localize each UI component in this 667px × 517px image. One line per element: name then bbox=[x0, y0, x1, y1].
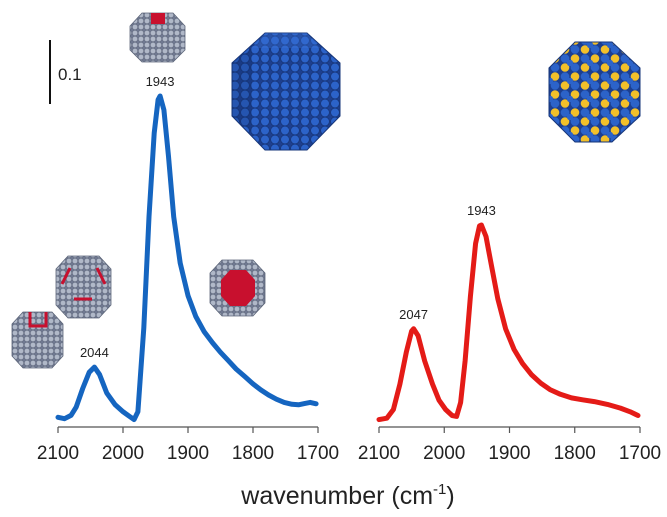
site-model-edges-icon bbox=[55, 255, 112, 319]
cuboctahedron-blue-icon bbox=[231, 32, 341, 151]
x-tick-label: 2000 bbox=[102, 443, 144, 464]
peak-label-1943-blue: 1943 bbox=[146, 74, 175, 89]
x-tick-label: 1800 bbox=[232, 443, 274, 464]
x-tick-label: 1900 bbox=[167, 443, 209, 464]
red-spectrum-line bbox=[376, 222, 641, 423]
x-tick-label: 1700 bbox=[619, 443, 661, 464]
cuboctahedron-alloy-icon bbox=[548, 41, 641, 143]
x-tick-label: 2000 bbox=[423, 443, 465, 464]
left-panel: 2100 2000 1900 1800 1700 2044 1943 bbox=[37, 74, 339, 464]
x-tick-label: 1900 bbox=[488, 443, 530, 464]
x-tick-label: 1800 bbox=[554, 443, 596, 464]
left-x-ticks: 2100 2000 1900 1800 1700 bbox=[37, 427, 339, 464]
site-model-facet-icon bbox=[209, 259, 266, 317]
x-tick-label: 1700 bbox=[297, 443, 339, 464]
peak-label-2044: 2044 bbox=[80, 345, 109, 360]
peak-label-1943-red: 1943 bbox=[467, 203, 496, 218]
x-tick-label: 2100 bbox=[37, 443, 79, 464]
site-model-corner-icon bbox=[11, 311, 64, 369]
x-tick-label: 2100 bbox=[358, 443, 400, 464]
x-axis-title: wavenumber (cm-1) bbox=[240, 481, 454, 510]
scale-bar-label: 0.1 bbox=[58, 65, 82, 84]
blue-spectrum-line bbox=[55, 93, 319, 423]
peak-label-2047: 2047 bbox=[399, 307, 428, 322]
right-x-ticks: 2100 2000 1900 1800 1700 bbox=[358, 427, 661, 464]
right-panel: 2100 2000 1900 1800 1700 2047 1943 bbox=[358, 203, 661, 464]
site-model-top-icon bbox=[129, 12, 186, 63]
